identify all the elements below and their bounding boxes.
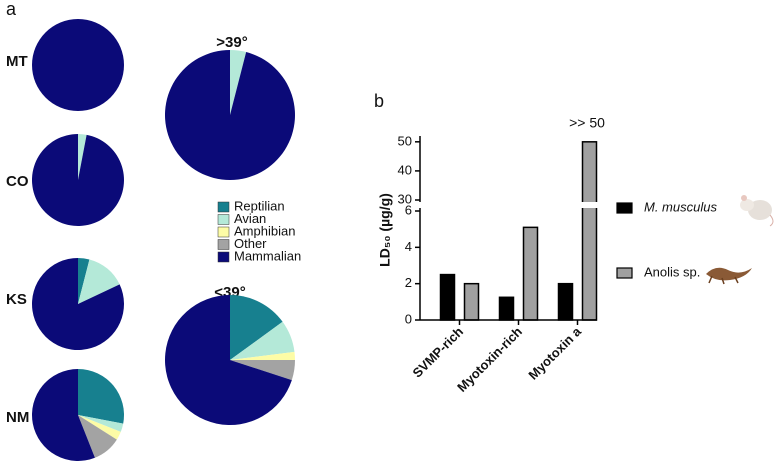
legend-label: Reptilian [234, 198, 285, 213]
pie-slice [32, 19, 124, 111]
x-tick-label: SVMP-rich [409, 324, 466, 381]
legend-swatch [217, 239, 230, 250]
panel-label: b [374, 91, 384, 111]
legend-label: M. musculus [644, 199, 717, 214]
pie-slice [230, 295, 283, 360]
panel-label: a [6, 0, 17, 19]
y-axis-label: LD₅₀ (µg/g) [377, 193, 393, 267]
pie-slice [230, 351, 295, 360]
bar [498, 296, 515, 321]
lizard-icon [706, 267, 752, 285]
pie-slice [164, 295, 292, 425]
y-tick-label: 50 [398, 133, 412, 148]
pie-slice [78, 415, 117, 458]
bar [581, 141, 598, 321]
legend-swatch [217, 251, 230, 263]
y-tick-label: 30 [398, 191, 412, 206]
y-tick-label: 0 [405, 311, 412, 326]
y-tick-label: 6 [405, 202, 412, 217]
pie-label: KS [6, 291, 27, 308]
pie-slice [78, 415, 124, 432]
pie-slice [78, 369, 124, 424]
pie-slice [78, 259, 120, 304]
legend-swatch [616, 202, 633, 214]
axis-break [412, 202, 599, 208]
legend-label: Avian [234, 211, 266, 226]
pie-slice [78, 134, 87, 180]
legend-swatch [217, 201, 230, 213]
legend-swatch [616, 267, 633, 279]
pie-slice [32, 369, 95, 461]
pie-slice [165, 50, 296, 180]
bar [557, 282, 574, 321]
pie-label: >39° [216, 34, 247, 51]
pie-label: CO [6, 173, 29, 190]
legend-swatch [217, 226, 230, 238]
y-tick-label: 4 [405, 239, 412, 254]
legend-swatch [217, 214, 230, 225]
legend-label: Other [234, 236, 267, 251]
pie-slice [78, 415, 121, 440]
bar [522, 226, 539, 321]
pie-label: MT [6, 53, 28, 70]
legend-label: Amphibian [234, 223, 295, 238]
pie-label: NM [6, 409, 29, 426]
pie-slice [230, 360, 295, 381]
legend-label: Mammalian [234, 248, 301, 263]
legend-label: Anolis sp. [644, 264, 700, 279]
pie-slice [32, 258, 125, 351]
bar [439, 273, 456, 321]
y-tick-label: 2 [405, 275, 412, 290]
pie-slice [230, 50, 247, 115]
pie-slice [78, 258, 90, 304]
pie-slice [31, 134, 124, 227]
y-tick-label: 40 [398, 162, 412, 177]
x-tick-label: Myotoxin a [525, 323, 584, 382]
pie-slice [230, 321, 295, 360]
annotation: >> 50 [569, 115, 605, 131]
bar [463, 282, 480, 321]
mouse-icon [740, 195, 774, 227]
